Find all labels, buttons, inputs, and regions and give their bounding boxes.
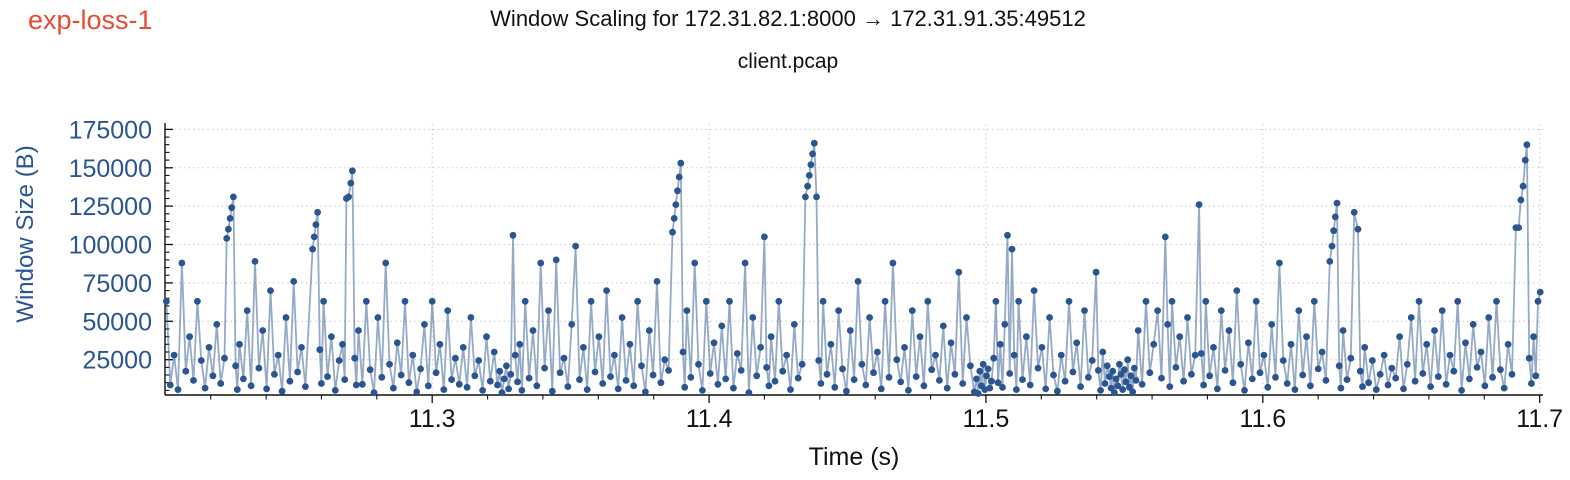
chart-title: Window Scaling for 172.31.82.1:8000 → 17… bbox=[490, 6, 1086, 31]
svg-text:11.4: 11.4 bbox=[686, 405, 733, 433]
svg-text:150000: 150000 bbox=[69, 155, 152, 183]
svg-text:11.3: 11.3 bbox=[409, 405, 456, 433]
svg-text:25000: 25000 bbox=[82, 347, 152, 375]
x-ticks bbox=[210, 395, 1541, 403]
series-markers bbox=[163, 139, 1544, 397]
svg-text:75000: 75000 bbox=[82, 270, 152, 298]
x-tick-labels: 11.3 11.4 11.5 11.6 11.7 bbox=[409, 405, 1563, 433]
svg-text:100000: 100000 bbox=[69, 232, 152, 260]
svg-text:125000: 125000 bbox=[69, 193, 152, 221]
svg-text:11.5: 11.5 bbox=[962, 405, 1009, 433]
series-line bbox=[165, 143, 1542, 394]
svg-text:11.6: 11.6 bbox=[1239, 405, 1286, 433]
svg-text:11.7: 11.7 bbox=[1516, 405, 1563, 433]
axes-spines bbox=[164, 123, 1543, 396]
chart-subtitle: client.pcap bbox=[737, 50, 839, 73]
svg-text:50000: 50000 bbox=[82, 308, 152, 336]
x-axis-label: Time (s) bbox=[808, 443, 900, 471]
y-tick-labels: 25000 50000 75000 100000 125000 150000 175000 bbox=[69, 116, 152, 374]
gridlines bbox=[165, 124, 1543, 395]
svg-text:175000: 175000 bbox=[69, 116, 152, 144]
experiment-label: exp-loss-1 bbox=[28, 5, 153, 35]
